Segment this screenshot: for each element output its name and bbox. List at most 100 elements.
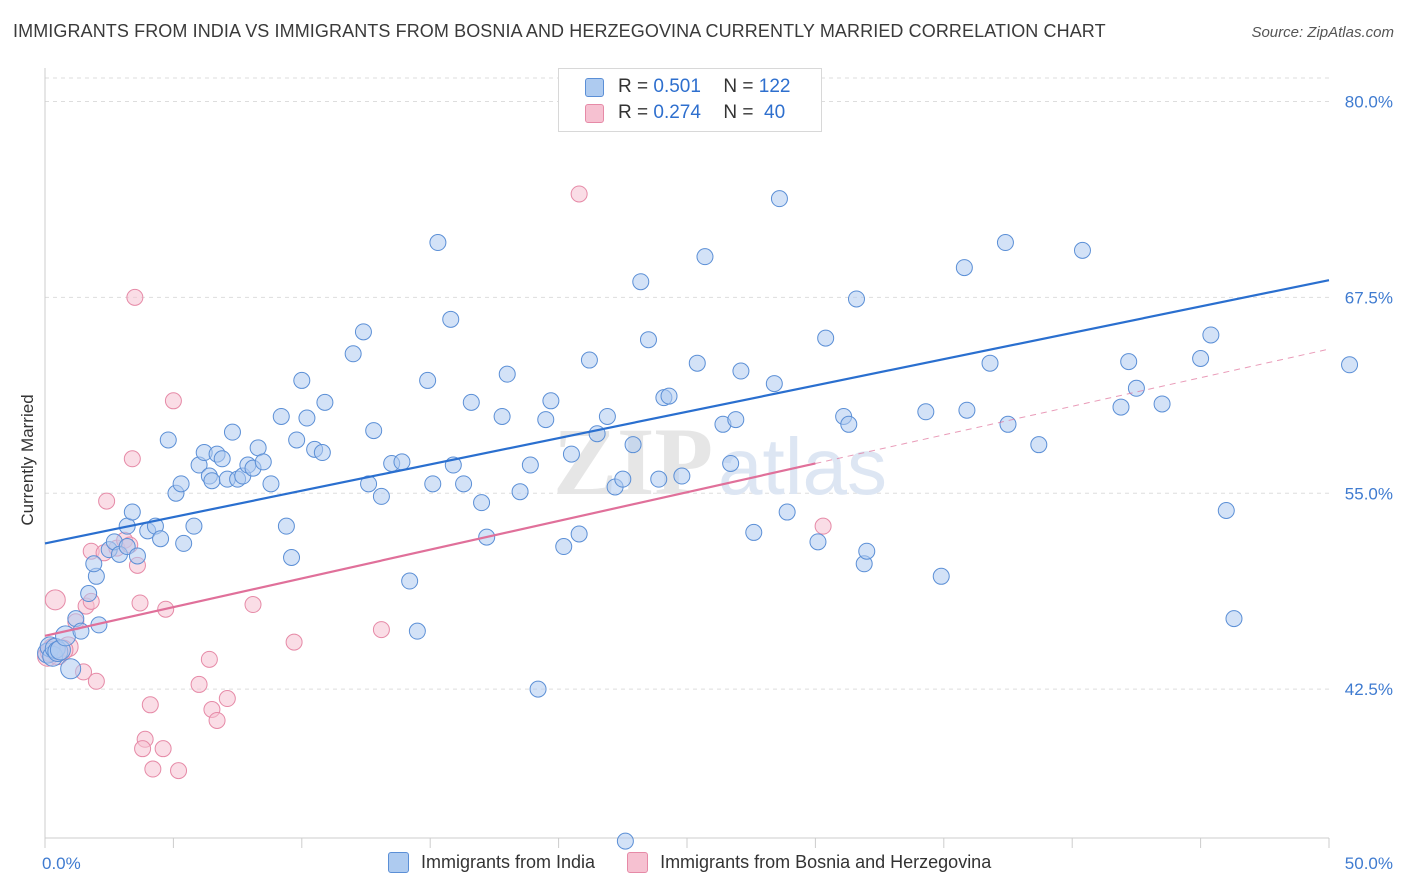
india-point-7 <box>60 658 82 680</box>
india-point-118 <box>1073 241 1091 259</box>
correlation-legend: R = 0.501 N = 122 R = 0.274 N = 40 <box>558 68 822 132</box>
trend-lines <box>44 279 1330 637</box>
india-point-122 <box>1153 395 1171 413</box>
source-label: Source: ZipAtlas.com <box>1251 24 1394 41</box>
india-point-74 <box>521 456 539 474</box>
india-point-23 <box>152 530 170 548</box>
india-point-116 <box>999 415 1017 433</box>
india-point-75 <box>529 680 547 698</box>
india-point-91 <box>660 387 678 405</box>
x-tick-label-0: 0.0% <box>42 854 81 873</box>
bosnia-point-9 <box>87 672 105 690</box>
chart-title: IMMIGRANTS FROM INDIA VS IMMIGRANTS FROM… <box>13 21 1106 41</box>
india-point-54 <box>354 323 372 341</box>
x-tick-label-1: 50.0% <box>1345 854 1393 873</box>
india-point-119 <box>1112 398 1130 416</box>
bosnia-point-33 <box>244 596 262 614</box>
india-point-124 <box>1202 326 1220 344</box>
india-point-57 <box>372 487 390 505</box>
india-point-28 <box>185 517 203 535</box>
india-point-55 <box>360 475 378 493</box>
india-point-13 <box>85 555 103 573</box>
india-point-61 <box>408 622 426 640</box>
r-label: R = <box>618 76 649 97</box>
bosnia-point-3 <box>44 589 66 611</box>
india-point-83 <box>598 407 616 425</box>
india-point-73 <box>511 483 529 501</box>
india-point-113 <box>958 401 976 419</box>
legend-row-india: R = 0.501 N = 122 <box>585 75 790 99</box>
india-point-127 <box>1341 356 1359 374</box>
legend-row-bosnia: R = 0.274 N = 40 <box>585 101 785 125</box>
india-point-100 <box>765 375 783 393</box>
watermark: ZIP atlas <box>553 408 887 515</box>
bosnia-point-34 <box>285 633 303 651</box>
bosnia-point-16 <box>126 288 144 306</box>
india-point-62 <box>419 371 437 389</box>
india-point-88 <box>639 331 657 349</box>
india-point-123 <box>1192 349 1210 367</box>
y-tick-label-1: 55.0% <box>1345 484 1393 503</box>
india-point-20 <box>123 503 141 521</box>
india-point-42 <box>254 453 272 471</box>
india-point-102 <box>778 503 796 521</box>
india-point-93 <box>688 354 706 372</box>
india-point-27 <box>175 534 193 552</box>
india-point-59 <box>393 453 411 471</box>
bosnia-trend-extension <box>815 348 1330 464</box>
n-label: N = <box>723 76 754 97</box>
india-point-56 <box>365 422 383 440</box>
y-axis-label: Currently Married <box>18 394 37 526</box>
bosnia-legend-label: Immigrants from Bosnia and Herzegovina <box>660 852 992 872</box>
bosnia-point-23 <box>144 760 162 778</box>
india-point-45 <box>277 517 295 535</box>
india-point-98 <box>732 362 750 380</box>
india-point-26 <box>172 475 190 493</box>
india-point-24 <box>159 431 177 449</box>
bosnia-swatch <box>585 103 604 123</box>
india-point-112 <box>955 259 973 277</box>
india-point-76 <box>537 411 555 429</box>
bosnia-point-36 <box>570 185 588 203</box>
india-point-126 <box>1225 610 1243 628</box>
india-point-97 <box>727 411 745 429</box>
india-point-78 <box>555 538 573 556</box>
axes <box>44 68 1330 848</box>
bosnia-point-27 <box>170 762 188 780</box>
india-point-99 <box>745 523 763 541</box>
india-point-51 <box>316 393 334 411</box>
bosnia-point-31 <box>208 711 226 729</box>
india-point-79 <box>562 445 580 463</box>
india-point-110 <box>917 403 935 421</box>
india-point-36 <box>223 423 241 441</box>
series-legend: Immigrants from India Immigrants from Bo… <box>388 852 1023 873</box>
bosnia-point-12 <box>98 492 116 510</box>
n-label: N = <box>723 102 754 123</box>
india-point-72 <box>498 365 516 383</box>
india-point-117 <box>1030 436 1048 454</box>
india-point-94 <box>696 248 714 266</box>
india-point-63 <box>424 475 442 493</box>
india-point-89 <box>650 470 668 488</box>
bosnia-point-32 <box>218 690 236 708</box>
india-point-53 <box>344 345 362 363</box>
y-tick-label-3: 80.0% <box>1345 93 1393 112</box>
india-point-86 <box>624 436 642 454</box>
india-point-104 <box>817 329 835 347</box>
india-point-129 <box>616 832 634 850</box>
legend-item-india: Immigrants from India <box>388 852 595 873</box>
bosnia-point-29 <box>200 650 218 668</box>
india-point-77 <box>542 392 560 410</box>
india-point-50 <box>313 444 331 462</box>
india-point-106 <box>840 415 858 433</box>
india-point-41 <box>249 439 267 457</box>
india-point-64 <box>429 234 447 252</box>
india-point-111 <box>932 567 950 585</box>
legend-item-bosnia: Immigrants from Bosnia and Herzegovina <box>627 852 991 873</box>
bosnia-point-19 <box>131 594 149 612</box>
y-tick-label-2: 67.5% <box>1345 288 1393 307</box>
india-point-69 <box>473 494 491 512</box>
india-point-71 <box>493 407 511 425</box>
bosnia-trend-line <box>44 462 816 637</box>
